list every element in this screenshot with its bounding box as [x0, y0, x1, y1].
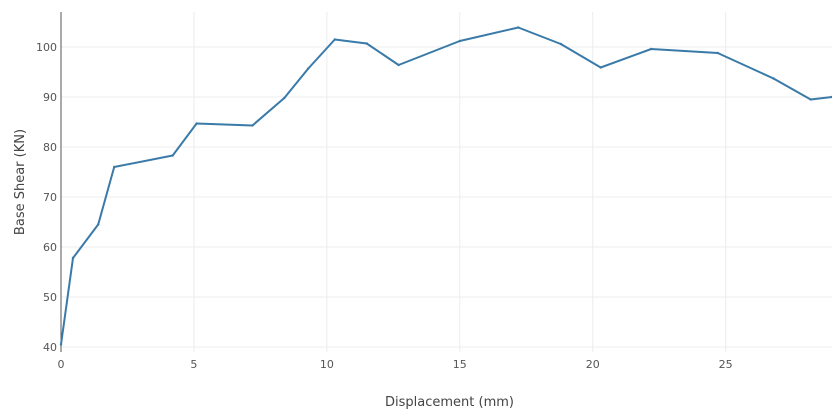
- data-point: [650, 47, 653, 51]
- data-point: [251, 124, 254, 127]
- data-point: [559, 42, 563, 46]
- data-point: [59, 343, 63, 346]
- data-point: [772, 77, 775, 80]
- y-tick-label: 70: [43, 191, 57, 204]
- x-tick-label: 10: [320, 358, 334, 371]
- x-tick-label: 15: [453, 358, 467, 371]
- data-point: [307, 67, 310, 70]
- data-point: [283, 96, 286, 100]
- data-point: [112, 165, 116, 169]
- y-tick-label: 60: [43, 241, 57, 254]
- y-tick-label: 90: [43, 91, 57, 104]
- x-tick-label: 0: [58, 358, 65, 371]
- data-point: [599, 66, 602, 69]
- data-point: [333, 38, 337, 41]
- data-point: [809, 98, 812, 101]
- data-point: [716, 51, 719, 55]
- data-point: [195, 122, 198, 125]
- data-point: [517, 26, 520, 29]
- data-point: [171, 154, 174, 157]
- x-tick-labels: 0 5 10 15 20 25: [58, 358, 733, 371]
- x-tick-label: 25: [719, 358, 733, 371]
- data-point: [97, 223, 100, 226]
- y-gridlines: [61, 46, 832, 348]
- x-axis-title: Displacement (mm): [385, 395, 514, 410]
- data-point: [71, 256, 75, 260]
- data-point: [365, 42, 368, 45]
- data-point: [458, 39, 461, 43]
- y-tick-label: 100: [36, 41, 57, 54]
- x-tick-label: 20: [586, 358, 600, 371]
- y-axis-title: Base Shear (KN): [13, 129, 28, 235]
- series-group: [59, 26, 832, 346]
- data-point: [397, 63, 400, 67]
- x-gridlines: [193, 12, 727, 352]
- y-tick-labels: 40 50 60 70 80 90 100: [36, 41, 57, 354]
- y-tick-label: 50: [43, 291, 57, 304]
- x-tick-label: 5: [190, 358, 197, 371]
- y-tick-label: 80: [43, 141, 57, 154]
- y-tick-label: 40: [43, 341, 57, 354]
